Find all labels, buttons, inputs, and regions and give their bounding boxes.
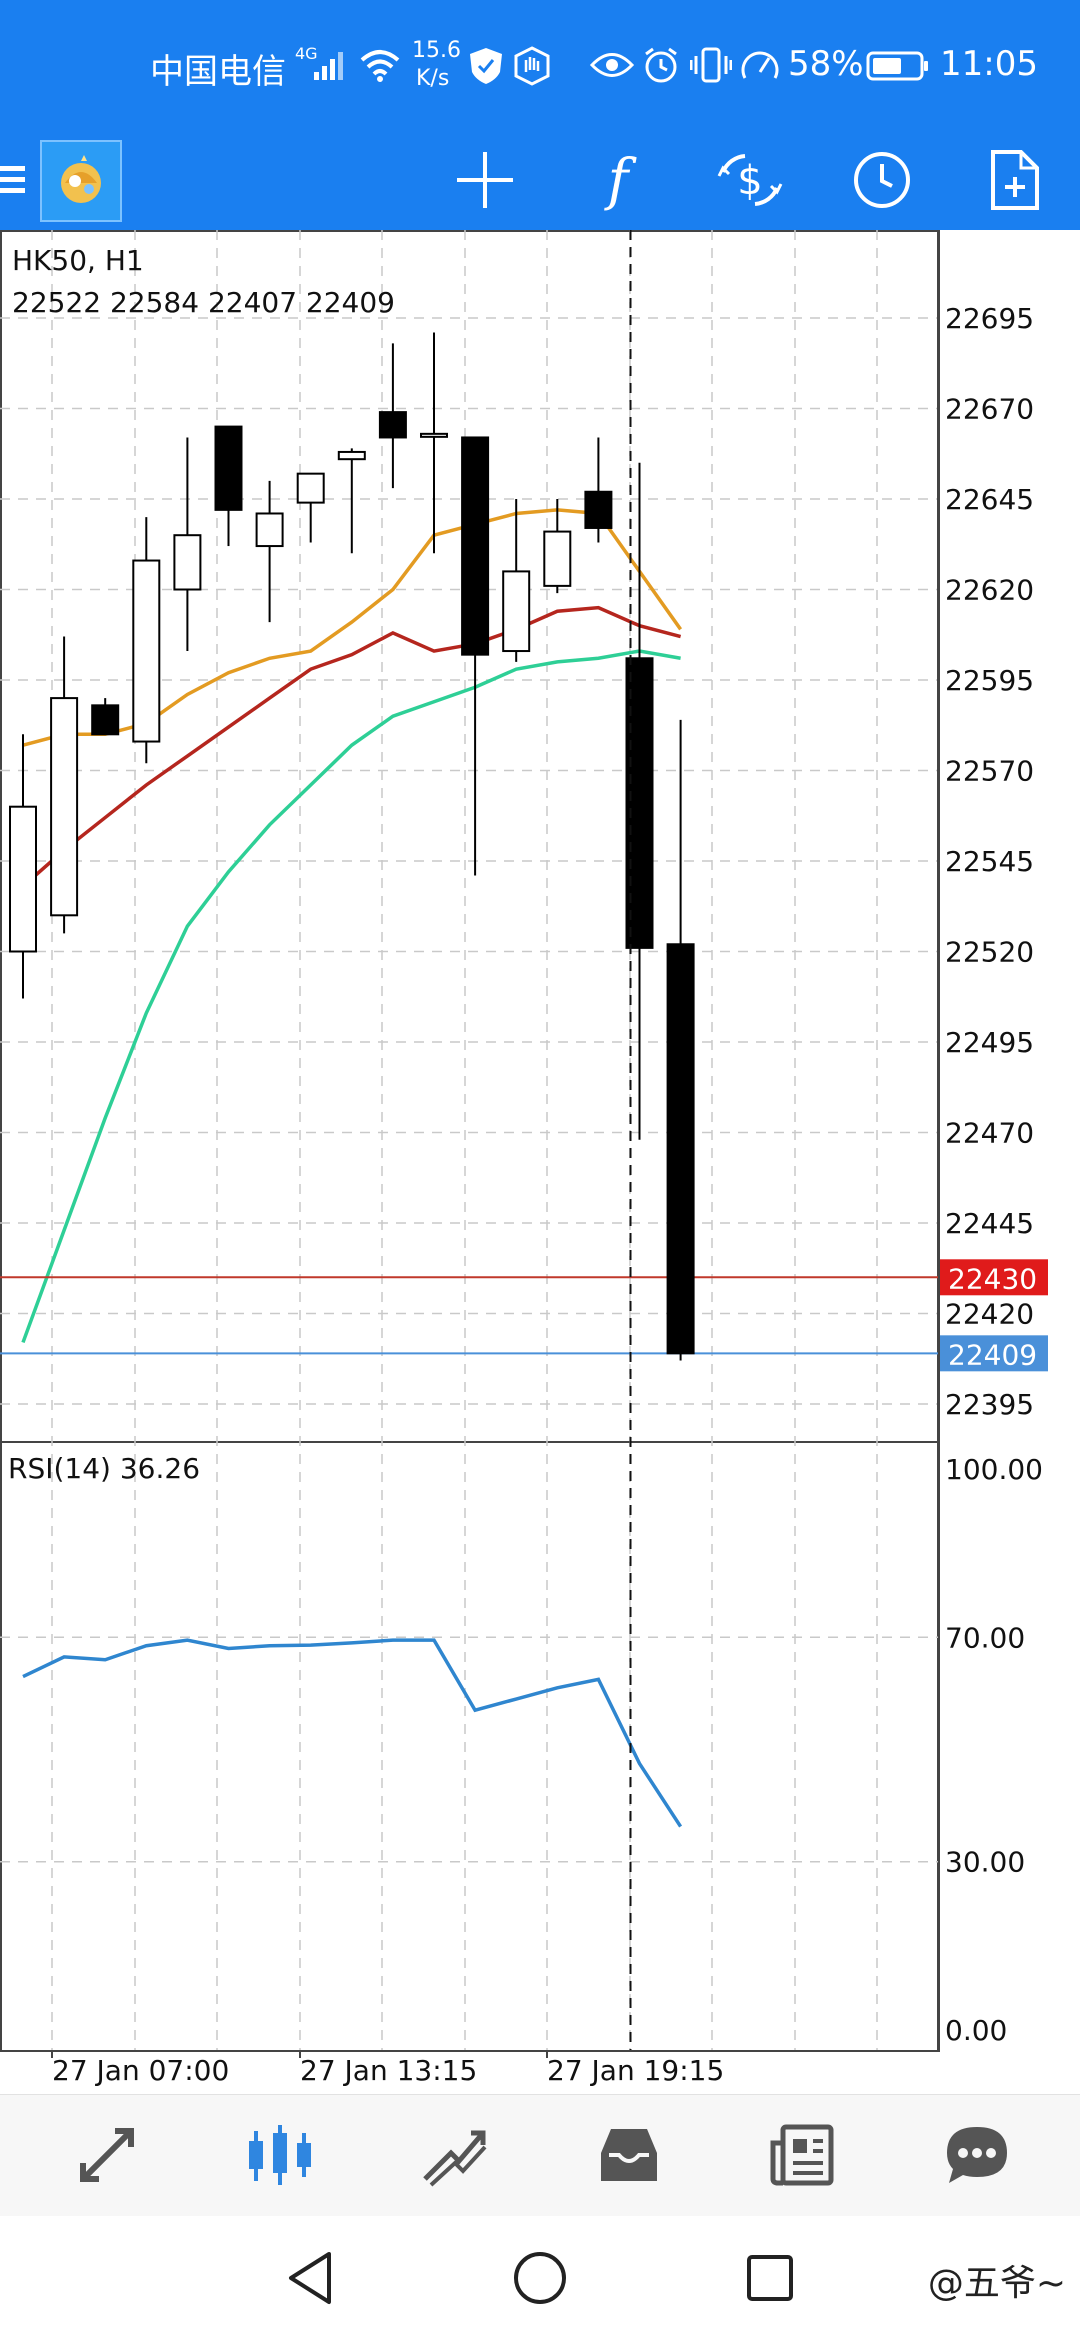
trade-icon[interactable]: $	[710, 140, 790, 220]
price-tick-label: 22495	[945, 1026, 1034, 1059]
vibrate-icon	[690, 47, 732, 83]
price-tick-label: 22545	[945, 845, 1034, 878]
price-tick-label: 22470	[945, 1117, 1034, 1150]
network-speed-unit: K/s	[416, 66, 450, 91]
price-tick-label: 22595	[945, 664, 1034, 697]
speedometer-icon	[741, 51, 779, 79]
ask-price-tag	[940, 1259, 1048, 1296]
trade-icon[interactable]	[400, 2105, 510, 2205]
time-axis-label: 27 Jan 19:15	[547, 2054, 724, 2087]
price-tick-label: 22645	[945, 483, 1034, 516]
price-tick-label: 22670	[945, 393, 1034, 426]
battery-icon	[866, 51, 928, 81]
news-icon[interactable]	[748, 2105, 858, 2205]
candle-up	[255, 512, 284, 548]
ohlc-values: 22522 22584 22407 22409	[12, 286, 395, 319]
top-toolbar: f $	[0, 130, 1080, 230]
price-tick-label: 22445	[945, 1207, 1034, 1240]
battery-percent: 58%	[788, 44, 864, 84]
system-navigation-bar: @五爷~	[0, 2216, 1080, 2340]
rsi-tick-label: 100.00	[945, 1453, 1043, 1486]
watermark-text: @五爷~	[927, 2263, 1066, 2304]
bid-price-tag	[940, 1335, 1048, 1372]
messages-icon[interactable]	[922, 2105, 1032, 2205]
alarm-icon	[645, 47, 677, 83]
candle-up	[337, 450, 366, 461]
rsi-tick-label: 0.00	[945, 2014, 1007, 2047]
ma-mid-line	[21, 605, 682, 888]
hand-icon	[514, 46, 550, 86]
network-speed-value: 15.6	[412, 38, 461, 63]
timeframe-clock-icon[interactable]	[842, 140, 922, 220]
metatrader-logo[interactable]	[40, 140, 122, 222]
back-icon[interactable]	[270, 2238, 350, 2318]
candle-up	[50, 697, 79, 917]
function-icon[interactable]: f	[607, 147, 629, 213]
candle-up	[543, 530, 572, 587]
candle-down	[214, 425, 243, 511]
bottom-navigation	[0, 2094, 1080, 2217]
shield-icon	[470, 48, 502, 84]
chart-area[interactable]: 22695 22670 22645 22620 22595 22570 22545 22520…	[0, 230, 1080, 2094]
candle-down	[378, 411, 407, 439]
price-tick-label: 22695	[945, 302, 1034, 335]
bid-price-tag-label: 22409	[948, 1338, 1037, 1371]
candle-down	[666, 943, 695, 1355]
rsi-tick-label: 30.00	[945, 1846, 1025, 1879]
eye-icon	[590, 53, 634, 77]
price-chart[interactable]: 22695 22670 22645 22620 22595 22570 22545 22520…	[0, 230, 1080, 2094]
history-icon[interactable]	[574, 2105, 684, 2205]
rsi-line	[22, 1638, 683, 1828]
candle-down	[91, 704, 120, 736]
candle-down	[584, 490, 613, 529]
candle-down	[461, 436, 490, 656]
carrier-label: 中国电信	[150, 52, 286, 92]
price-tick-label: 22620	[945, 574, 1034, 607]
recents-icon[interactable]	[730, 2238, 810, 2318]
price-tick-label: 22570	[945, 755, 1034, 788]
charts-icon[interactable]	[226, 2105, 336, 2205]
svg-text:$: $	[737, 158, 762, 204]
ask-price-tag-label: 22430	[948, 1262, 1037, 1295]
price-tick-label: 22520	[945, 936, 1034, 969]
wifi-icon	[360, 50, 400, 82]
crosshair-icon[interactable]	[445, 140, 525, 220]
new-document-icon[interactable]	[974, 140, 1054, 220]
quotes-icon[interactable]	[52, 2105, 162, 2205]
candle-up	[132, 559, 161, 743]
candle-up	[502, 570, 531, 653]
time-axis-label: 27 Jan 13:15	[300, 2054, 477, 2087]
time-axis-label: 27 Jan 07:00	[52, 2054, 229, 2087]
status-bar: 中国电信 4G 15.6 K/s 58% 11:05	[0, 0, 1080, 130]
ma-slow-line	[21, 649, 681, 1344]
candle-up	[9, 805, 37, 953]
candle-up	[173, 534, 202, 591]
menu-icon[interactable]	[0, 140, 40, 220]
rsi-tick-label: 70.00	[945, 1621, 1025, 1654]
cellular-signal-icon	[314, 52, 343, 80]
candle-down	[625, 657, 654, 949]
price-tick-label: 22420	[945, 1298, 1034, 1331]
network-label: 4G	[295, 44, 318, 63]
candle-up	[296, 472, 325, 504]
clock-time: 11:05	[940, 44, 1038, 84]
home-icon[interactable]	[500, 2238, 580, 2318]
symbol-timeframe-label: HK50, H1	[12, 244, 144, 277]
candle-up	[420, 432, 448, 438]
price-tick-label: 22395	[945, 1388, 1034, 1421]
rsi-indicator-label: RSI(14) 36.26	[8, 1452, 201, 1485]
